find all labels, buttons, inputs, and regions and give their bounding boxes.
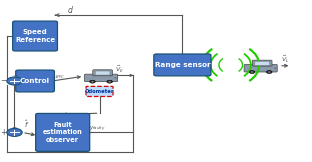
Text: +: + bbox=[1, 128, 7, 137]
FancyBboxPatch shape bbox=[154, 54, 211, 76]
Text: Speed
Reference: Speed Reference bbox=[15, 29, 55, 43]
FancyBboxPatch shape bbox=[93, 70, 112, 76]
Text: $y_{faulty}$: $y_{faulty}$ bbox=[89, 125, 105, 134]
FancyBboxPatch shape bbox=[255, 61, 270, 65]
Text: Fault
estimation
observer: Fault estimation observer bbox=[43, 122, 83, 143]
FancyBboxPatch shape bbox=[13, 21, 57, 51]
Text: $d$: $d$ bbox=[67, 4, 74, 15]
FancyBboxPatch shape bbox=[252, 60, 272, 66]
Circle shape bbox=[268, 71, 271, 73]
Circle shape bbox=[91, 81, 94, 82]
Circle shape bbox=[7, 128, 22, 136]
Text: Odometer: Odometer bbox=[85, 89, 114, 94]
Text: +: + bbox=[12, 73, 17, 78]
Text: $\vec{V}_E$: $\vec{V}_E$ bbox=[115, 64, 124, 75]
FancyBboxPatch shape bbox=[85, 74, 118, 82]
Text: −: − bbox=[1, 76, 7, 86]
FancyBboxPatch shape bbox=[244, 64, 277, 72]
FancyBboxPatch shape bbox=[16, 70, 54, 92]
Text: −: − bbox=[12, 125, 17, 130]
FancyBboxPatch shape bbox=[86, 86, 113, 97]
Text: Control: Control bbox=[20, 78, 50, 84]
Circle shape bbox=[251, 71, 253, 73]
Circle shape bbox=[7, 77, 22, 85]
Text: Range sensor: Range sensor bbox=[154, 62, 210, 68]
Circle shape bbox=[107, 80, 112, 83]
Circle shape bbox=[108, 81, 111, 82]
Text: $\hat{f}$: $\hat{f}$ bbox=[24, 119, 29, 130]
Circle shape bbox=[249, 71, 255, 74]
FancyBboxPatch shape bbox=[95, 71, 110, 75]
Text: $u_{FFC}$: $u_{FFC}$ bbox=[53, 73, 66, 81]
Circle shape bbox=[266, 71, 272, 74]
Circle shape bbox=[90, 80, 95, 83]
Text: $\vec{V}_L$: $\vec{V}_L$ bbox=[280, 54, 289, 65]
FancyBboxPatch shape bbox=[36, 113, 90, 151]
